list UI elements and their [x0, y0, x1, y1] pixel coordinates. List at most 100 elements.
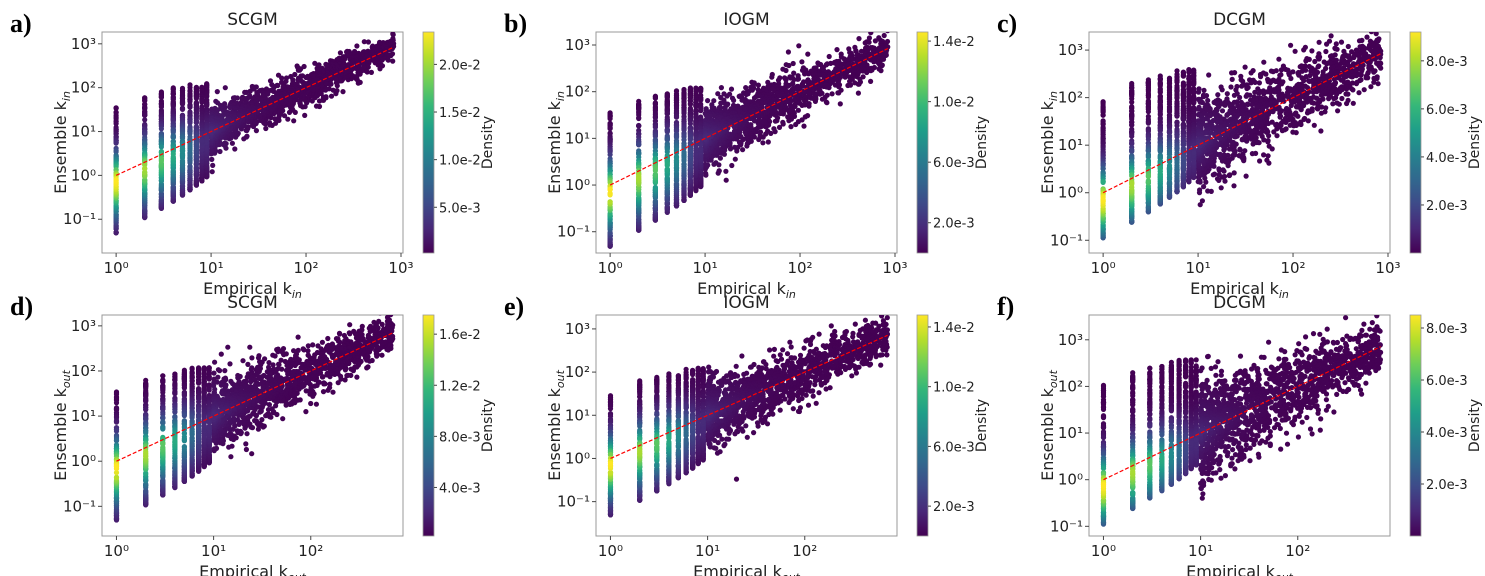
data-point — [681, 137, 687, 143]
data-point — [179, 106, 186, 112]
data-point — [340, 89, 346, 95]
data-point — [847, 78, 853, 84]
data-point — [209, 156, 215, 162]
data-point — [698, 146, 704, 152]
data-point — [334, 88, 340, 94]
data-point — [199, 137, 205, 143]
data-point — [862, 40, 868, 46]
data-point — [193, 95, 199, 101]
data-point — [786, 62, 792, 69]
data-point — [866, 35, 872, 41]
data-point — [142, 117, 148, 123]
data-point — [732, 156, 738, 162]
data-point — [823, 99, 829, 105]
data-point — [826, 53, 832, 60]
data-point — [765, 139, 771, 145]
data-point — [285, 116, 291, 122]
data-point — [368, 69, 374, 75]
data-point — [267, 120, 273, 126]
data-point — [328, 93, 335, 99]
colorbar-label: Density — [480, 116, 496, 169]
data-point — [847, 74, 853, 80]
data-point — [845, 82, 851, 89]
data-point — [718, 85, 724, 91]
data-point — [199, 99, 205, 105]
data-point — [837, 101, 843, 107]
data-point — [687, 101, 693, 107]
data-point — [227, 105, 233, 111]
data-point — [855, 90, 861, 96]
x-tick-label: 10³ — [388, 259, 413, 277]
data-point — [263, 125, 269, 132]
data-point — [785, 114, 791, 120]
data-point — [204, 135, 210, 141]
data-point — [876, 66, 882, 72]
data-point — [361, 39, 367, 45]
data-point — [795, 107, 801, 113]
data-point — [291, 118, 297, 124]
reference-line — [115, 46, 395, 176]
data-point — [796, 43, 802, 49]
data-point — [776, 124, 783, 130]
data-point — [757, 129, 764, 135]
data-point — [872, 38, 878, 44]
data-point — [229, 140, 235, 146]
data-point — [158, 156, 164, 162]
data-point — [816, 61, 822, 67]
data-point — [805, 51, 811, 57]
data-point — [790, 60, 796, 67]
data-point — [740, 147, 746, 153]
data-point — [292, 71, 298, 78]
y-tick-label: 10³ — [71, 35, 96, 53]
data-point — [780, 119, 786, 125]
data-point — [703, 170, 709, 177]
panel-label: b) — [504, 9, 527, 38]
data-point — [204, 103, 210, 109]
data-point — [791, 70, 797, 76]
data-point — [702, 161, 708, 167]
y-tick-label: 10⁻¹ — [63, 210, 96, 228]
data-point — [636, 142, 642, 148]
data-point — [170, 135, 176, 141]
data-point — [217, 148, 223, 155]
data-point — [760, 140, 766, 146]
data-point — [698, 108, 704, 114]
data-point — [724, 93, 730, 99]
data-point — [723, 177, 729, 183]
data-point — [788, 124, 794, 130]
data-point — [607, 116, 613, 122]
data-point — [698, 88, 704, 94]
data-point — [390, 32, 396, 38]
data-point — [652, 95, 658, 101]
data-point — [801, 123, 807, 129]
data-point — [607, 152, 613, 158]
data-point — [316, 98, 323, 104]
colorbar-tick-label: 1.5e-2 — [439, 106, 481, 121]
data-point — [187, 120, 193, 126]
data-point — [799, 59, 805, 65]
colorbar — [422, 31, 435, 254]
data-point — [193, 120, 199, 126]
data-point — [245, 124, 251, 130]
data-point — [113, 121, 119, 127]
data-point — [805, 71, 812, 77]
data-point — [390, 58, 396, 64]
data-point — [795, 76, 801, 82]
data-point — [728, 86, 735, 92]
data-point — [705, 98, 711, 104]
x-tick-label: 10¹ — [199, 259, 224, 277]
x-tick-label: 10² — [293, 259, 318, 277]
data-point — [729, 162, 735, 169]
data-point — [718, 100, 724, 106]
data-point — [636, 123, 642, 129]
colorbar-tick-label: 2.0e-2 — [439, 58, 481, 73]
panel-label: a) — [10, 9, 32, 38]
data-point — [764, 104, 770, 110]
y-tick-label: 10² — [71, 79, 96, 97]
data-point — [769, 74, 775, 80]
y-axis-label-subscript: in — [60, 91, 73, 101]
data-point — [698, 97, 704, 103]
data-point — [209, 169, 215, 175]
